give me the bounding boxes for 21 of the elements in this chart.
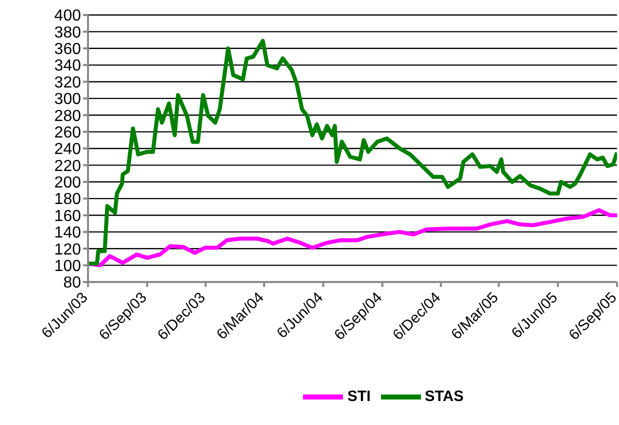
y-tick-label: 340	[54, 58, 82, 75]
y-tick-label: 160	[54, 208, 82, 225]
y-tick-label: 300	[54, 91, 82, 108]
y-tick-label: 180	[54, 191, 82, 208]
y-tick-label: 120	[54, 241, 82, 258]
y-tick-label: 80	[63, 274, 82, 292]
line-series	[88, 38, 617, 266]
y-tick-label: 320	[54, 74, 82, 92]
y-tick-label: 280	[54, 108, 82, 125]
legend-label: STI	[347, 388, 371, 405]
y-tick-label: 220	[54, 158, 82, 175]
line-series	[88, 208, 617, 268]
y-tick-label: 260	[54, 124, 82, 142]
y-tick-label: 100	[54, 258, 82, 275]
y-tick-label: 200	[54, 174, 82, 192]
y-tick-label: 240	[54, 141, 82, 158]
y-tick-label: 400	[54, 8, 82, 25]
y-tick-label: 380	[54, 24, 82, 42]
y-tick-label: 360	[54, 41, 82, 58]
y-tick-label: 140	[54, 224, 82, 242]
legend-label: STAS	[424, 388, 464, 405]
